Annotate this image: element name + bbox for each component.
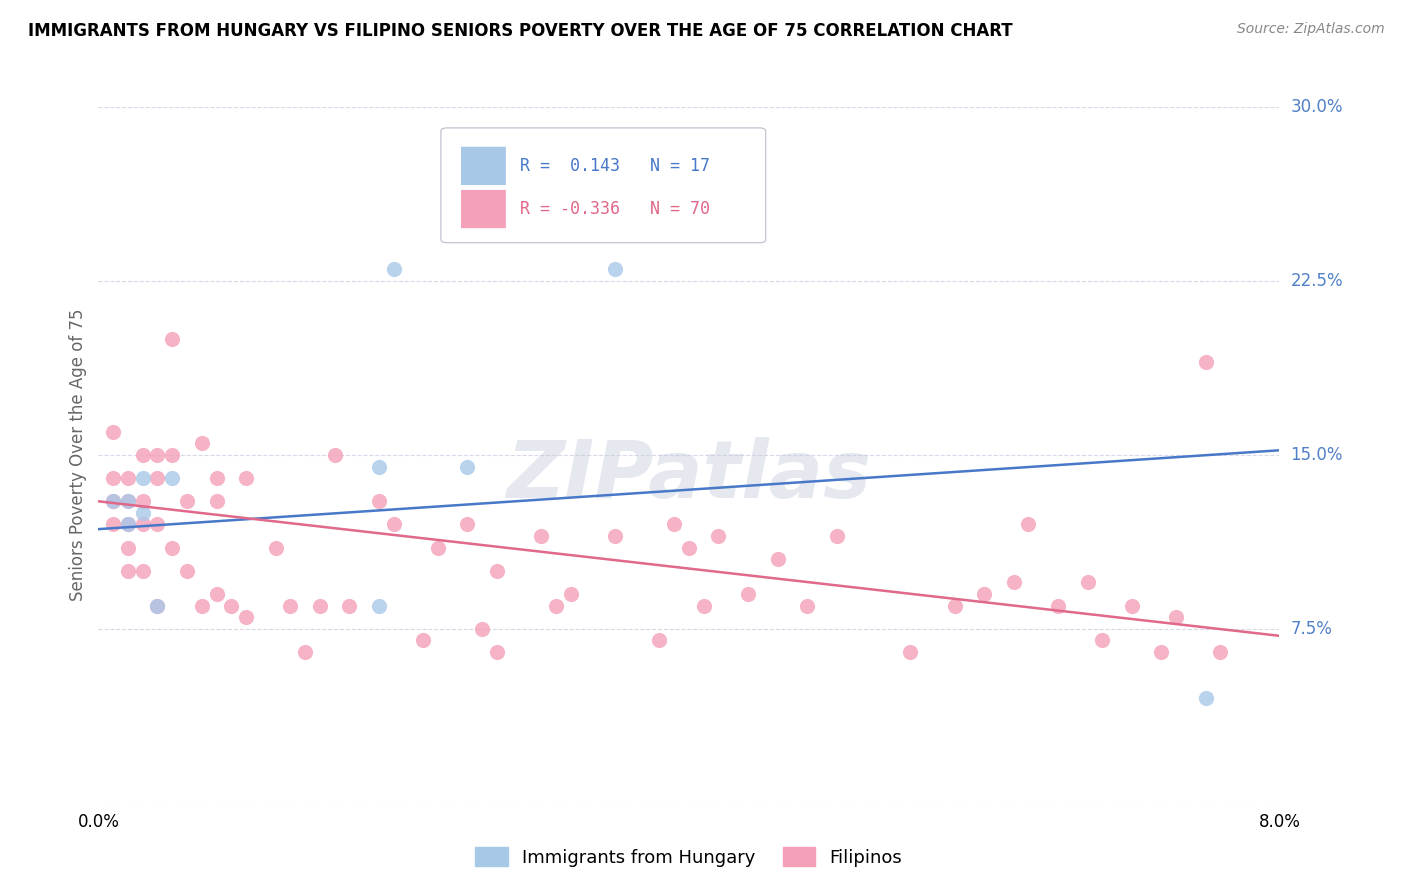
Point <box>1164 610 1187 624</box>
FancyBboxPatch shape <box>441 128 766 243</box>
Point <box>898 645 921 659</box>
Point <box>162 332 183 346</box>
Text: 15.0%: 15.0% <box>1291 446 1343 464</box>
Point <box>132 564 155 578</box>
Point <box>103 471 124 485</box>
Point <box>117 517 139 532</box>
Point <box>1046 599 1069 613</box>
Point <box>796 599 818 613</box>
Point <box>103 425 124 439</box>
Point <box>943 599 966 613</box>
Point <box>825 529 848 543</box>
Point <box>205 494 228 508</box>
Point <box>382 517 405 532</box>
Point <box>737 587 759 601</box>
Point <box>471 622 494 636</box>
Point <box>146 471 169 485</box>
Y-axis label: Seniors Poverty Over the Age of 75: Seniors Poverty Over the Age of 75 <box>69 309 87 601</box>
Text: R =  0.143   N = 17: R = 0.143 N = 17 <box>520 157 710 175</box>
Point <box>707 529 730 543</box>
Point <box>308 599 332 613</box>
Point <box>456 459 478 474</box>
Point <box>605 529 627 543</box>
Point <box>162 448 183 462</box>
Point <box>337 599 360 613</box>
Point <box>132 471 155 485</box>
Point <box>1209 645 1232 659</box>
Point <box>117 541 139 555</box>
Point <box>162 541 183 555</box>
Point <box>235 610 257 624</box>
Point <box>664 517 686 532</box>
Point <box>205 471 228 485</box>
Point <box>146 599 169 613</box>
Point <box>103 494 124 508</box>
Point <box>103 517 124 532</box>
Point <box>132 517 155 532</box>
Point <box>219 599 242 613</box>
Point <box>117 564 139 578</box>
Point <box>323 448 346 462</box>
Point <box>205 587 228 601</box>
Text: ZIPatlas: ZIPatlas <box>506 437 872 515</box>
Point <box>1121 599 1143 613</box>
FancyBboxPatch shape <box>461 147 506 185</box>
Point <box>117 471 139 485</box>
Point <box>132 494 155 508</box>
Point <box>191 599 214 613</box>
Text: 30.0%: 30.0% <box>1291 98 1343 116</box>
Point <box>973 587 995 601</box>
Point <box>367 599 389 613</box>
Point <box>456 517 478 532</box>
Point <box>176 564 198 578</box>
Point <box>485 645 508 659</box>
Point <box>544 599 567 613</box>
FancyBboxPatch shape <box>461 190 506 228</box>
Text: 7.5%: 7.5% <box>1291 620 1333 638</box>
Text: 22.5%: 22.5% <box>1291 272 1343 290</box>
Point <box>176 494 198 508</box>
Point <box>1002 575 1025 590</box>
Point <box>693 599 716 613</box>
Point <box>412 633 434 648</box>
Point <box>766 552 789 566</box>
Point <box>560 587 582 601</box>
Point <box>530 529 553 543</box>
Point <box>235 471 257 485</box>
Point <box>117 494 139 508</box>
Point <box>162 471 183 485</box>
Point <box>278 599 301 613</box>
Point <box>1194 691 1216 706</box>
Point <box>648 633 671 648</box>
Point <box>146 448 169 462</box>
Point <box>382 262 405 277</box>
Point <box>367 459 389 474</box>
Text: Source: ZipAtlas.com: Source: ZipAtlas.com <box>1237 22 1385 37</box>
Point <box>1194 355 1216 369</box>
Point <box>678 541 700 555</box>
Point <box>707 146 730 161</box>
Point <box>191 436 214 450</box>
Point <box>1091 633 1114 648</box>
Point <box>367 494 389 508</box>
Text: IMMIGRANTS FROM HUNGARY VS FILIPINO SENIORS POVERTY OVER THE AGE OF 75 CORRELATI: IMMIGRANTS FROM HUNGARY VS FILIPINO SENI… <box>28 22 1012 40</box>
Point <box>146 599 169 613</box>
Point <box>294 645 316 659</box>
Point <box>605 262 627 277</box>
Point <box>1150 645 1173 659</box>
Point <box>1017 517 1039 532</box>
Point <box>103 494 124 508</box>
Point <box>426 541 449 555</box>
Legend: Immigrants from Hungary, Filipinos: Immigrants from Hungary, Filipinos <box>468 840 910 874</box>
Point <box>117 494 139 508</box>
Point <box>117 517 139 532</box>
Point <box>485 564 508 578</box>
Point <box>132 448 155 462</box>
Point <box>146 517 169 532</box>
Text: R = -0.336   N = 70: R = -0.336 N = 70 <box>520 200 710 218</box>
Point <box>1077 575 1099 590</box>
Point <box>132 506 155 520</box>
Point <box>264 541 287 555</box>
